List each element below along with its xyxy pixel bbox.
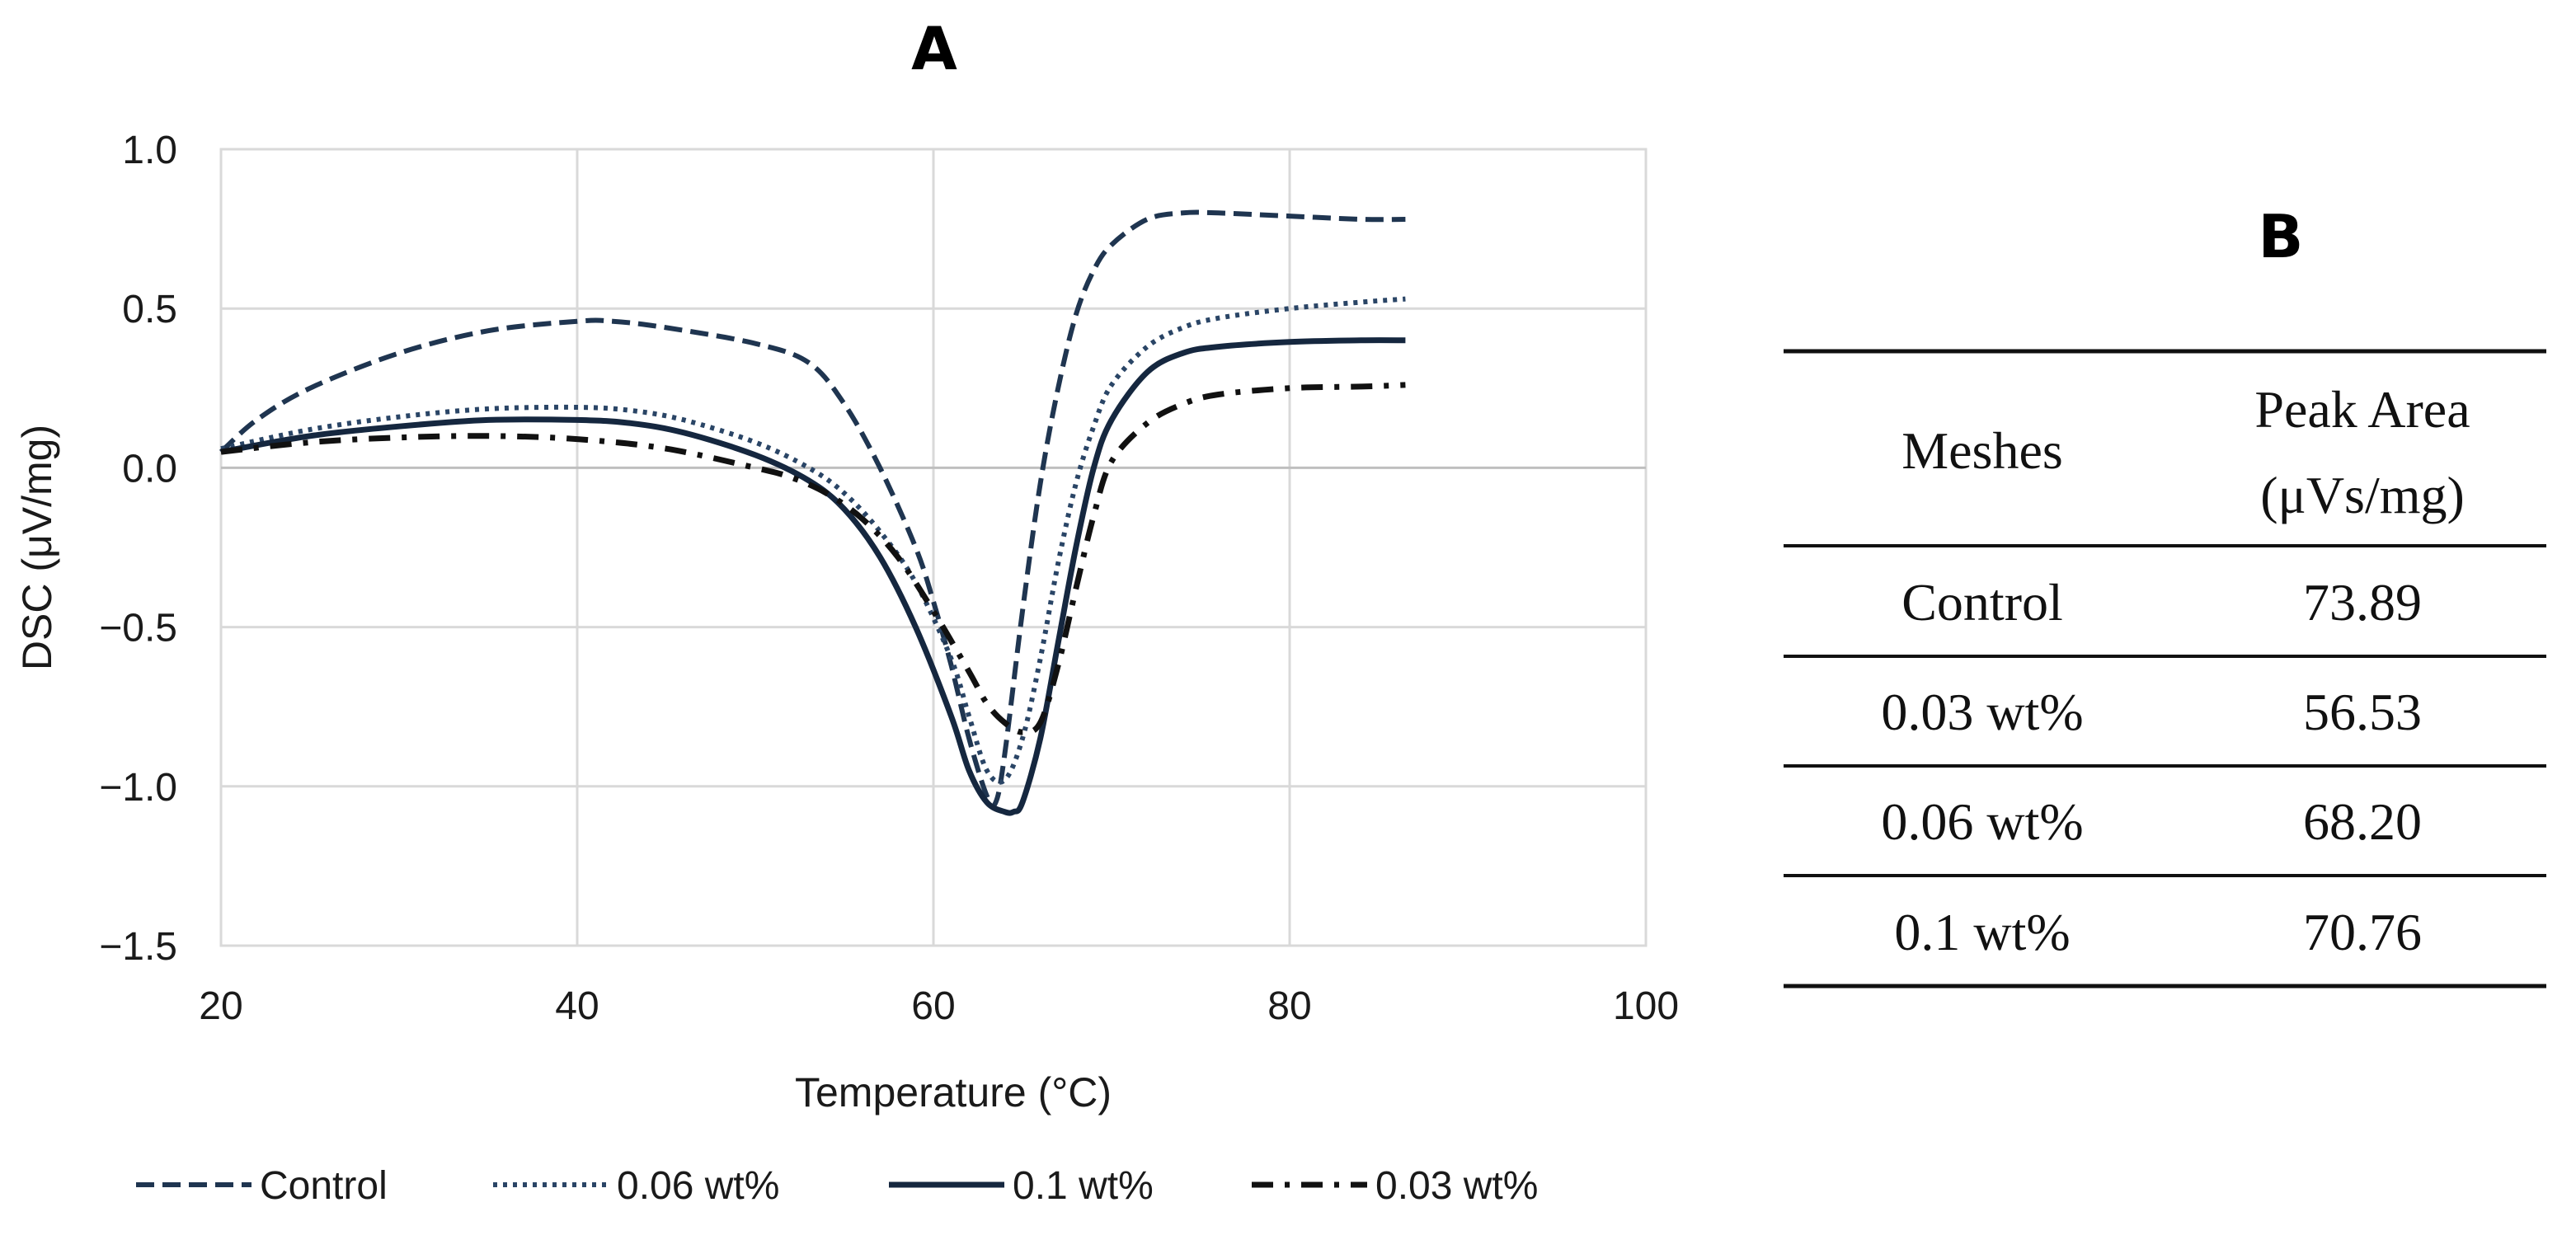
series-line-3 bbox=[220, 382, 1406, 735]
x-tick-label: 100 bbox=[1613, 984, 1679, 1028]
legend-label: 0.03 wt% bbox=[1375, 1164, 1538, 1208]
legend-label: 0.1 wt% bbox=[1013, 1164, 1154, 1208]
table-cell-peak-area: 68.20 bbox=[2303, 792, 2422, 851]
legend-label: Control bbox=[260, 1164, 388, 1208]
y-tick-label: 0.5 bbox=[122, 288, 177, 331]
table-cell-peak-area: 56.53 bbox=[2303, 683, 2422, 741]
table-cell-mesh: Control bbox=[1901, 573, 2063, 632]
y-tick-labels: 1.0 0.5 0.0 −0.5 −1.0 −1.5 bbox=[99, 129, 177, 969]
y-axis-label: DSC (μV/mg) bbox=[14, 425, 60, 670]
legend: Control 0.06 wt% 0.1 wt% 0.03 wt% bbox=[136, 1164, 1538, 1208]
table-cell-peak-area: 70.76 bbox=[2303, 903, 2422, 961]
x-tick-labels: 20 40 60 80 100 bbox=[199, 984, 1679, 1028]
legend-label: 0.06 wt% bbox=[617, 1164, 779, 1208]
y-tick-label: 1.0 bbox=[122, 129, 177, 172]
series-lines bbox=[219, 209, 1406, 816]
table-header-meshes: Meshes bbox=[1901, 421, 2063, 480]
y-tick-label: 0.0 bbox=[122, 447, 177, 491]
series-line-1 bbox=[220, 296, 1406, 785]
x-tick-label: 60 bbox=[911, 984, 955, 1028]
table-cell-mesh: 0.03 wt% bbox=[1881, 683, 2083, 741]
x-axis-label: Temperature (°C) bbox=[795, 1069, 1112, 1115]
x-tick-label: 80 bbox=[1267, 984, 1311, 1028]
y-tick-label: −0.5 bbox=[99, 607, 177, 650]
table-header-peak-area-unit: (μVs/mg) bbox=[2260, 466, 2465, 524]
table-cell-peak-area: 73.89 bbox=[2303, 573, 2422, 632]
panel-a-chart: A 1.0 0.5 0.0 −0.5 −1.0 −1.5 20 40 60 80 100 Temp… bbox=[14, 14, 1679, 1208]
series-line-2 bbox=[220, 337, 1406, 816]
panel-a-title: A bbox=[911, 14, 957, 83]
table-header-peak-area: Peak Area bbox=[2254, 380, 2470, 439]
table-cell-mesh: 0.06 wt% bbox=[1881, 792, 2083, 851]
x-tick-label: 40 bbox=[555, 984, 599, 1028]
series-line-0 bbox=[219, 209, 1406, 809]
y-tick-label: −1.5 bbox=[99, 925, 177, 969]
table-cell-mesh: 0.1 wt% bbox=[1894, 903, 2070, 961]
x-tick-label: 20 bbox=[199, 984, 242, 1028]
panel-b-table: B Meshes Peak Area (μVs/mg) Control 73.8… bbox=[1784, 202, 2546, 989]
gridlines bbox=[221, 149, 1646, 946]
panel-b-title: B bbox=[2259, 202, 2304, 271]
y-tick-label: −1.0 bbox=[99, 766, 177, 810]
